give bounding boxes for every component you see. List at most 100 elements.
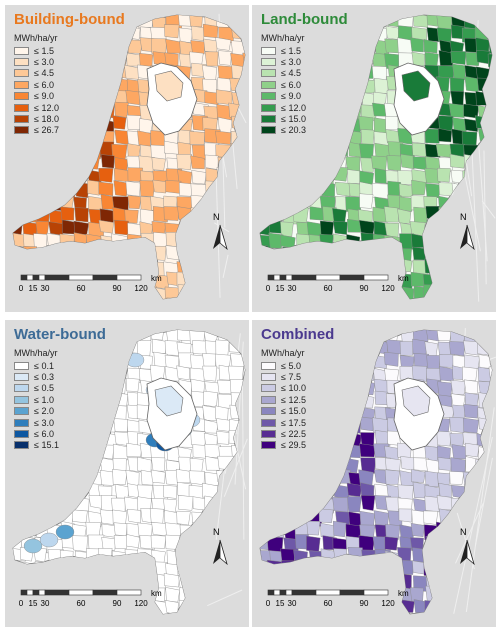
municipality [231,260,246,275]
municipality [399,614,413,627]
municipality [114,327,127,340]
municipality [242,258,249,271]
municipality [385,458,400,471]
municipality [374,78,388,93]
municipality [347,66,362,82]
municipality [151,458,165,472]
municipality [11,459,24,472]
municipality [463,418,478,433]
municipality [332,366,348,379]
municipality [477,341,492,355]
municipality [361,15,376,30]
municipality [151,470,165,483]
municipality [450,417,464,433]
municipality [293,208,308,223]
municipality [76,561,91,577]
municipality [217,431,230,444]
municipality [35,497,48,513]
municipality [438,66,454,79]
municipality [452,275,467,291]
legend-entry: ≤ 15.0 [261,406,306,417]
municipality [228,299,241,312]
municipality [492,196,496,210]
municipality [61,53,75,68]
legend-entry: ≤ 9.0 [14,91,59,102]
municipality [308,613,321,627]
municipality [256,206,271,220]
municipality [360,298,375,312]
legend-label: ≤ 6.0 [34,429,54,439]
scale-segment [280,275,286,280]
municipality [452,444,466,458]
municipality [335,381,349,395]
municipality [127,246,143,260]
municipality [206,612,221,626]
scale-segment [33,590,39,595]
legend-entry: ≤ 0.3 [14,371,59,382]
panel-title: Land-bound [261,11,348,28]
municipality [280,614,294,627]
municipality [372,184,388,199]
municipality [492,562,496,577]
scale-segment [274,275,280,280]
municipality [323,298,338,312]
municipality [322,471,338,486]
scale-segment [364,275,388,280]
municipality [7,471,22,484]
legend-label: ≤ 15.0 [281,114,306,124]
municipality [74,249,87,265]
municipality [400,560,414,575]
municipality [269,471,282,485]
municipality [48,612,63,627]
municipality [73,510,88,523]
municipality [449,103,465,117]
municipality [152,522,167,536]
municipality [62,117,78,131]
municipality [179,246,193,260]
municipality [348,37,362,50]
scale-tick-label: 15 [29,599,38,608]
municipality [309,355,323,370]
legend-label: ≤ 3.0 [34,57,54,67]
legend-entry: ≤ 1.0 [14,394,59,405]
municipality [102,41,118,55]
municipality [438,457,452,470]
municipality [10,168,25,183]
municipality [375,391,388,405]
municipality [347,483,362,497]
municipality [333,167,348,181]
municipality [412,52,425,66]
municipality [270,613,285,627]
municipality [61,39,77,55]
municipality [152,339,166,353]
municipality [164,573,179,587]
municipality [35,195,51,209]
scale-segment [117,590,141,595]
municipality [191,431,206,446]
municipality [491,65,496,80]
municipality [24,539,42,553]
municipality [336,469,351,483]
scale-segment [45,590,69,595]
municipality [439,588,455,603]
municipality [320,614,335,627]
municipality [479,551,494,565]
municipality [34,612,49,627]
municipality [333,434,348,447]
municipality [283,483,298,499]
municipality [306,536,320,552]
municipality [167,298,183,312]
legend-label: ≤ 17.5 [281,418,306,428]
municipality [192,560,206,573]
scale-bar: 0 15 30 60 90 120km [17,271,187,297]
municipality [347,560,362,574]
municipality [296,234,310,248]
municipality [203,510,217,525]
municipality [63,445,76,460]
municipality [491,285,496,298]
municipality [113,378,126,394]
municipality [439,207,453,223]
municipality [475,459,491,475]
municipality [320,523,334,537]
legend-entry: ≤ 0.5 [14,383,59,394]
